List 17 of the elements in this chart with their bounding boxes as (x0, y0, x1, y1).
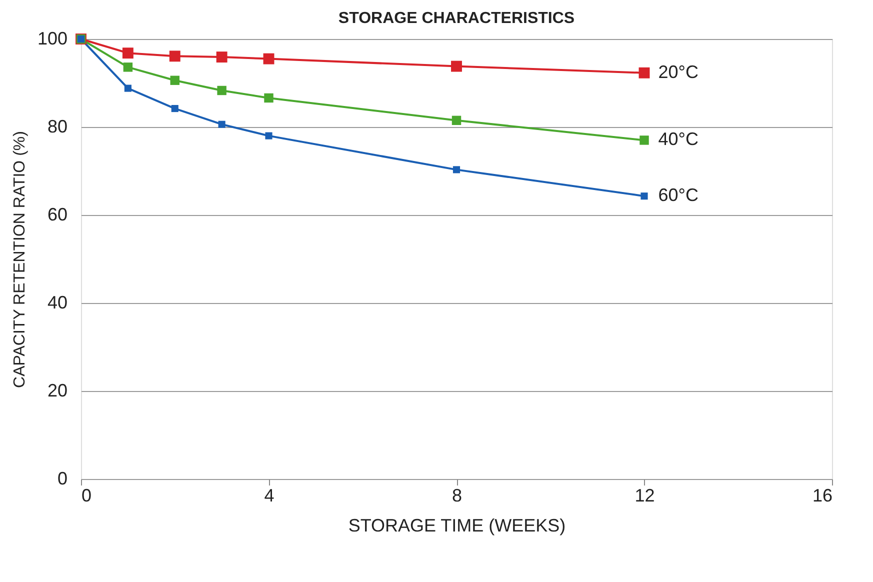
series-label: 60°C (658, 185, 698, 206)
x-tick-label: 12 (634, 486, 655, 506)
x-axis-title: STORAGE TIME (WEEKS) (348, 516, 566, 536)
y-tick-label: 60 (47, 204, 68, 224)
y-tick-label: 20 (47, 380, 68, 400)
x-tick-label: 16 (812, 486, 832, 506)
y-tick-label: 40 (47, 292, 68, 312)
y-tick-label: 0 (57, 468, 68, 488)
series-label: 40°C (658, 129, 698, 150)
x-tick-label: 4 (264, 486, 274, 506)
chart-title: STORAGE CHARACTERISTICS (338, 10, 575, 27)
y-tick-label: 80 (47, 116, 68, 136)
y-tick-label: 100 (37, 28, 68, 48)
x-tick-label: 0 (82, 486, 92, 506)
y-axis-title: CAPACITY RETENTION RATIO (%) (11, 131, 28, 388)
series-label: 20°C (658, 62, 698, 82)
x-tick-label: 8 (452, 486, 462, 506)
